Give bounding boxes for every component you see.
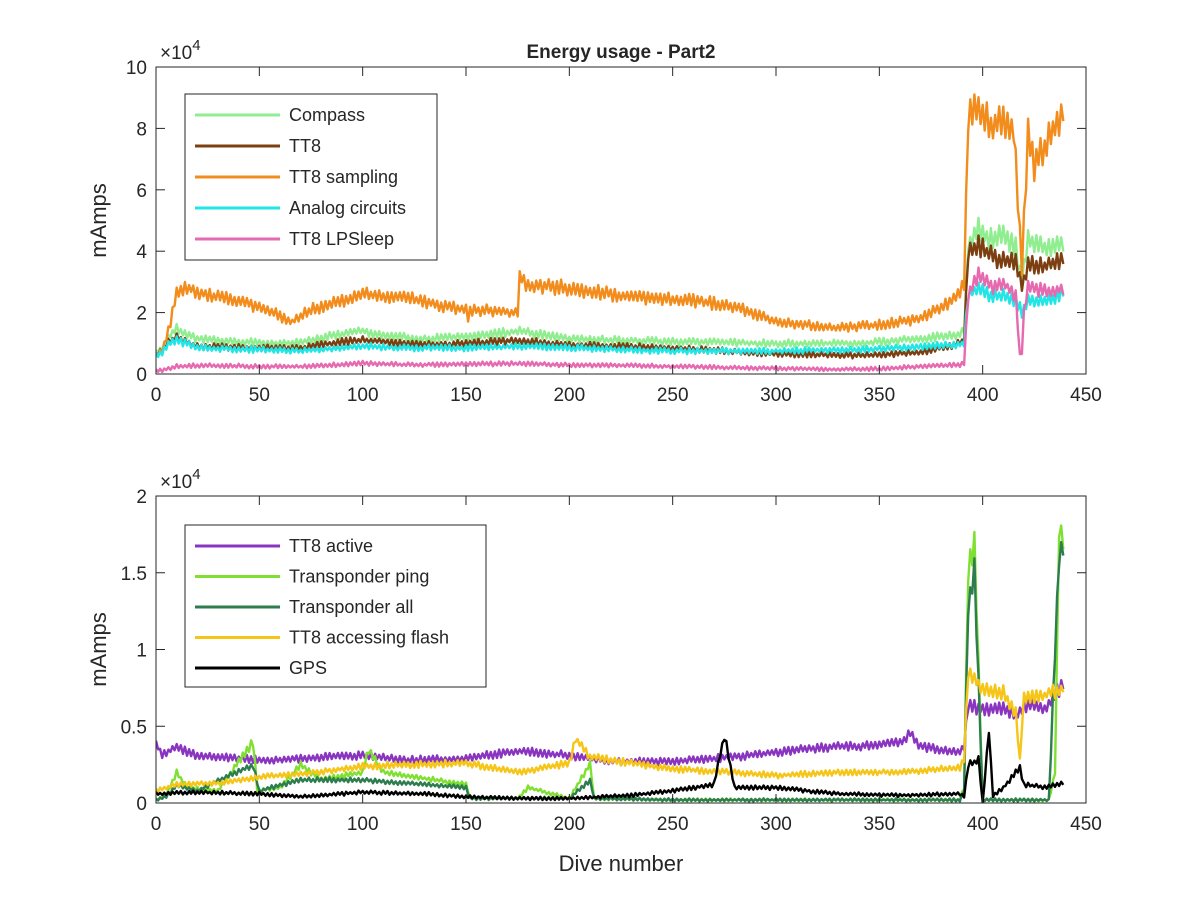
y-exponent-base: ×10 — [160, 43, 192, 64]
series-line-4 — [156, 731, 1065, 803]
x-tick-label: 150 — [450, 385, 482, 406]
x-tick-label: 450 — [1070, 814, 1102, 835]
legend-label-3: TT8 accessing flash — [289, 628, 449, 648]
series-line-4 — [156, 266, 1065, 374]
legend-label-2: Transponder all — [289, 597, 413, 617]
y-tick-label: 6 — [136, 181, 147, 202]
x-tick-label: 350 — [863, 814, 895, 835]
x-tick-label: 100 — [347, 814, 379, 835]
x-tick-label: 450 — [1070, 385, 1102, 406]
y-exponent-power: 4 — [192, 466, 200, 483]
y-tick-label: 4 — [136, 242, 147, 263]
series-group — [156, 93, 1065, 374]
y-tick-label: 2 — [136, 487, 147, 508]
legend-label-2: TT8 sampling — [289, 167, 398, 187]
x-tick-label: 50 — [249, 814, 270, 835]
x-tick-label: 250 — [657, 385, 689, 406]
legend-label-4: TT8 LPSleep — [289, 229, 394, 249]
legend-label-3: Analog circuits — [289, 198, 406, 218]
x-tick-label: 50 — [249, 385, 270, 406]
y-tick-label: 10 — [126, 58, 147, 79]
plot-frame — [155, 66, 1087, 375]
series-line-2 — [156, 540, 1065, 803]
y-tick-label: 1 — [136, 641, 147, 662]
x-tick-label: 200 — [553, 814, 585, 835]
legend-label-0: Compass — [289, 105, 365, 125]
series-line-0 — [156, 216, 1065, 355]
x-tick-label: 300 — [760, 385, 792, 406]
legend-label-1: TT8 — [289, 136, 321, 156]
y-exponent-label: ×104 — [160, 37, 201, 64]
series-line-2 — [156, 93, 1065, 358]
bottom-chart: 0 50 100 150 200 250 300 350 400 450 0 0.5 1 1.5 2 ×104… — [86, 466, 1102, 876]
y-exponent-base: ×10 — [160, 472, 192, 493]
y-tick-label: 0 — [136, 794, 147, 815]
x-tick-label: 0 — [151, 385, 162, 406]
legend: Compass TT8 TT8 sampling Analog circuits TT8… — [184, 93, 438, 261]
series-group — [156, 524, 1065, 803]
y-tick-label: 0 — [136, 365, 147, 386]
y-tick-label: 8 — [136, 119, 147, 140]
legend-label-0: TT8 active — [289, 536, 373, 556]
x-tick-label: 200 — [553, 385, 585, 406]
x-tick-label: 100 — [347, 385, 379, 406]
y-tick-label: 0.5 — [121, 717, 147, 738]
x-axis-label: Dive number — [559, 851, 684, 876]
x-tick-label: 300 — [760, 814, 792, 835]
x-tick-label: 350 — [863, 385, 895, 406]
y-tick-label: 2 — [136, 304, 147, 325]
x-tick-label: 0 — [151, 814, 162, 835]
y-exponent-label: ×104 — [160, 466, 201, 493]
legend-label-1: Transponder ping — [289, 567, 429, 587]
y-tick-label: 1.5 — [121, 564, 147, 585]
series-line-3 — [156, 281, 1065, 359]
y-axis-label: mAmps — [86, 183, 111, 258]
x-tick-label: 400 — [967, 385, 999, 406]
legend: TT8 active Transponder ping Transponder al… — [184, 524, 487, 688]
y-axis-label: mAmps — [86, 612, 111, 687]
series-line-3 — [156, 667, 1065, 793]
x-tick-label: 400 — [967, 814, 999, 835]
legend-label-4: GPS — [289, 658, 327, 678]
x-tick-label: 250 — [657, 814, 689, 835]
chart-title: Energy usage - Part2 — [526, 42, 715, 63]
y-exponent-power: 4 — [192, 37, 200, 54]
x-tick-label: 150 — [450, 814, 482, 835]
